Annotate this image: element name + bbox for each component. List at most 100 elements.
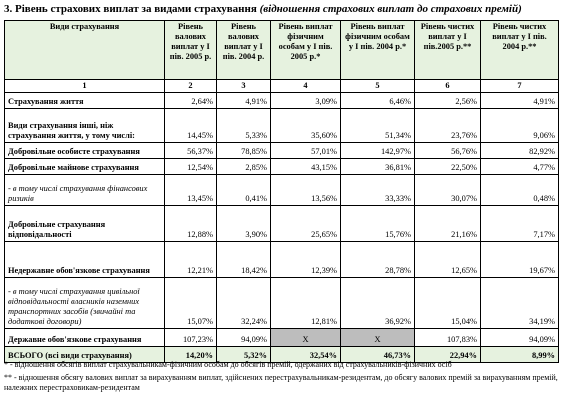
table: Види страхування Рівень валових виплат у …	[4, 20, 559, 363]
value-cell: 32,24%	[216, 277, 271, 329]
column-number: 5	[340, 79, 415, 93]
value-cell: 22,50%	[414, 158, 481, 175]
value-cell: 4,77%	[480, 158, 559, 175]
value-cell: 32,54%	[270, 346, 341, 363]
value-cell: 78,85%	[216, 142, 271, 159]
table-row: Добровільне страхування відповідальності…	[4, 205, 559, 242]
table-row: Добровільне особисте страхування 56,37% 78…	[4, 142, 559, 159]
value-cell: 30,07%	[414, 174, 481, 206]
value-cell: 7,17%	[480, 205, 559, 242]
table-row: - в тому числі страхування фінансових ри…	[4, 174, 559, 206]
value-cell: 36,92%	[340, 277, 415, 329]
header-cell: Рівень чистих виплат у І пів. 2004 р.**	[480, 20, 559, 80]
column-number: 3	[216, 79, 271, 93]
table-row: Державне обов'язкове страхування 107,23% 9…	[4, 328, 559, 347]
row-label: Страхування життя	[4, 92, 165, 109]
value-cell: 14,20%	[164, 346, 217, 363]
value-cell: 4,91%	[480, 92, 559, 109]
value-cell: 21,16%	[414, 205, 481, 242]
value-cell: 19,67%	[480, 241, 559, 278]
value-cell: 35,60%	[270, 108, 341, 143]
value-cell: 3,90%	[216, 205, 271, 242]
row-label: Державне обов'язкове страхування	[4, 328, 165, 347]
value-cell: 12,65%	[414, 241, 481, 278]
row-label: Недержавне обов'язкове страхування	[4, 241, 165, 278]
value-cell: 82,92%	[480, 142, 559, 159]
title: 3. Рівень страхових виплат за видами стр…	[4, 3, 257, 15]
table-row: Страхування життя 2,64% 4,91% 3,09% 6,46% 2,5…	[4, 92, 559, 109]
value-cell: 12,21%	[164, 241, 217, 278]
value-cell: 12,81%	[270, 277, 341, 329]
title-line: 3. Рівень страхових виплат за видами стр…	[4, 3, 522, 15]
column-number: 2	[164, 79, 217, 93]
value-cell: 0,48%	[480, 174, 559, 206]
value-cell: 15,04%	[414, 277, 481, 329]
row-label: - в тому числі страхування цивільної від…	[4, 277, 165, 329]
table-row: ВСЬОГО (всі види страхування) 14,20% 5,32%…	[4, 346, 559, 363]
value-cell: 2,56%	[414, 92, 481, 109]
value-cell: 0,41%	[216, 174, 271, 206]
value-cell: 14,45%	[164, 108, 217, 143]
value-cell: 142,97%	[340, 142, 415, 159]
header-row: Види страхування Рівень валових виплат у …	[4, 20, 559, 80]
row-label: Добровільне особисте страхування	[4, 142, 165, 159]
column-number: 7	[480, 79, 559, 93]
value-cell: 9,06%	[480, 108, 559, 143]
column-number: 6	[414, 79, 481, 93]
value-cell: 3,09%	[270, 92, 341, 109]
header-cell: Рівень виплат фізичним особам у І пів. 2…	[270, 20, 341, 80]
table-row: - в тому числі страхування цивільної від…	[4, 277, 559, 329]
value-cell: 12,54%	[164, 158, 217, 175]
value-cell: 51,34%	[340, 108, 415, 143]
value-cell: X	[340, 328, 415, 347]
footnote: ** - відношення обсягу валових виплат за…	[4, 373, 558, 392]
header-cell: Рівень валових виплат у І пів. 2005 р.	[164, 20, 217, 80]
table-row: Недержавне обов'язкове страхування 12,21%…	[4, 241, 559, 278]
row-label: ВСЬОГО (всі види страхування)	[4, 346, 165, 363]
row-label: Добровільне майнове страхування	[4, 158, 165, 175]
header-cell: Рівень виплат фізичним особам у І пів. 2…	[340, 20, 415, 80]
value-cell: 12,39%	[270, 241, 341, 278]
value-cell: 8,99%	[480, 346, 559, 363]
value-cell: 46,73%	[340, 346, 415, 363]
value-cell: 12,88%	[164, 205, 217, 242]
value-cell: 107,83%	[414, 328, 481, 347]
value-cell: 5,32%	[216, 346, 271, 363]
value-cell: 107,23%	[164, 328, 217, 347]
value-cell: 94,09%	[216, 328, 271, 347]
header-cell: Рівень чистих виплат у І пів.2005 р.**	[414, 20, 481, 80]
value-cell: 22,94%	[414, 346, 481, 363]
value-cell: 2,64%	[164, 92, 217, 109]
value-cell: 36,81%	[340, 158, 415, 175]
row-label: - в тому числі страхування фінансових ри…	[4, 174, 165, 206]
value-cell: 33,33%	[340, 174, 415, 206]
value-cell: 25,65%	[270, 205, 341, 242]
table-row: Добровільне майнове страхування 12,54% 2,8…	[4, 158, 559, 175]
value-cell: 13,56%	[270, 174, 341, 206]
value-cell: 15,07%	[164, 277, 217, 329]
value-cell: 2,85%	[216, 158, 271, 175]
value-cell: 6,46%	[340, 92, 415, 109]
row-label: Види страхування інші, ніж страхування ж…	[4, 108, 165, 143]
value-cell: 56,76%	[414, 142, 481, 159]
column-number: 1	[4, 79, 165, 93]
table-row: Види страхування інші, ніж страхування ж…	[4, 108, 559, 143]
column-number: 4	[270, 79, 341, 93]
value-cell: 4,91%	[216, 92, 271, 109]
header-cell: Рівень валових виплат у І пів. 2004 р.	[216, 20, 271, 80]
row-label: Добровільне страхування відповідальності	[4, 205, 165, 242]
footnotes: * - відношення обсягів виплат страхуваль…	[4, 360, 560, 396]
value-cell: 56,37%	[164, 142, 217, 159]
value-cell: 13,45%	[164, 174, 217, 206]
value-cell: 18,42%	[216, 241, 271, 278]
value-cell: 5,33%	[216, 108, 271, 143]
subtitle: (відношення страхових виплат до страхови…	[259, 3, 522, 15]
header-cell: Види страхування	[4, 20, 165, 80]
value-cell: 34,19%	[480, 277, 559, 329]
footnote: * - відношення обсягів виплат страхуваль…	[4, 360, 452, 369]
value-cell: X	[270, 328, 341, 347]
value-cell: 94,09%	[480, 328, 559, 347]
value-cell: 15,76%	[340, 205, 415, 242]
